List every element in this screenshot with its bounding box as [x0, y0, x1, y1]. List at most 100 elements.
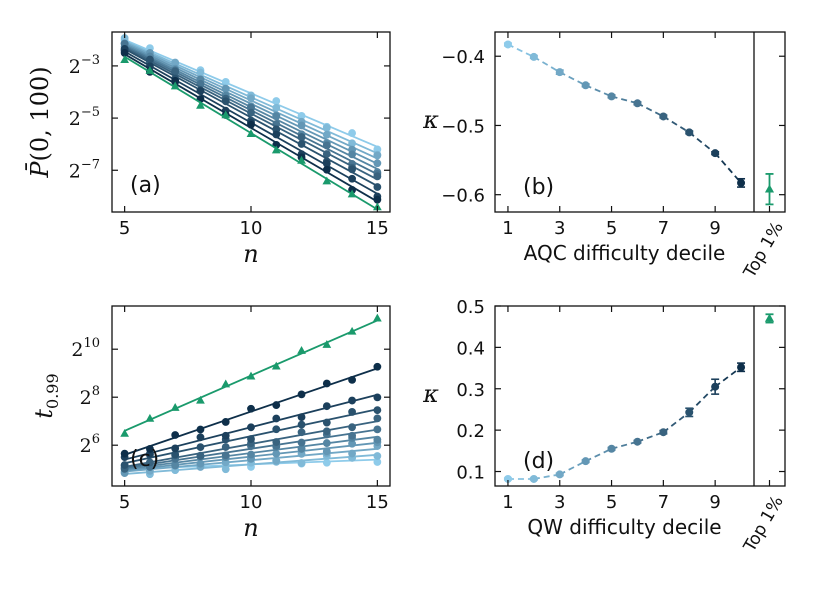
axes-frame — [494, 305, 786, 487]
panel-label: (c) — [130, 447, 159, 472]
trend-segment — [637, 431, 664, 443]
data-point — [145, 66, 155, 74]
panel-c: 5 10 15 26 28 210 (c) n — [71, 305, 391, 542]
x-tick-label: 1 — [502, 218, 513, 239]
data-point — [348, 174, 356, 183]
data-point — [196, 68, 205, 77]
trend-segment — [585, 84, 612, 98]
data-point — [272, 97, 281, 105]
trend-segment — [662, 115, 690, 134]
data-point — [272, 112, 281, 121]
tick-marks — [495, 32, 785, 212]
decile-point-8 — [685, 128, 694, 137]
decile-point-5 — [607, 92, 616, 101]
data-point — [373, 406, 382, 415]
decile-point-10 — [737, 362, 746, 373]
data-point — [171, 450, 180, 459]
data-point — [146, 444, 154, 453]
data-point — [764, 313, 775, 322]
data-point — [297, 155, 306, 164]
data-point — [737, 363, 746, 372]
y-tick-label: 2−7 — [69, 157, 100, 182]
y-tick-label: 26 — [80, 432, 100, 457]
data-point — [120, 428, 130, 437]
data-point — [221, 465, 230, 474]
y-tick-label: 0.1 — [456, 463, 485, 484]
x-tick-label: 9 — [709, 492, 720, 513]
data-point — [196, 459, 205, 468]
data-point — [373, 195, 382, 204]
y-axis-label: t0.99 — [30, 373, 62, 418]
data-point — [221, 431, 230, 440]
data-point — [373, 414, 382, 423]
data-point — [120, 49, 129, 57]
data-point — [297, 121, 306, 130]
data-point — [297, 428, 306, 437]
data-point — [348, 396, 356, 405]
data-point — [322, 447, 331, 456]
data-point — [347, 189, 357, 198]
tick-marks — [112, 32, 390, 212]
data-point — [272, 401, 281, 409]
panel-label: (b) — [523, 175, 554, 200]
trend-segment — [611, 95, 638, 105]
data-point — [221, 78, 230, 86]
y-tick-label: 0.4 — [456, 338, 485, 359]
data-point — [146, 55, 154, 64]
data-point — [373, 172, 382, 181]
x-tick-label: 3 — [554, 218, 565, 239]
data-point — [297, 444, 306, 453]
data-point — [247, 404, 255, 413]
data-point — [633, 99, 642, 108]
data-point — [247, 435, 255, 443]
data-point — [221, 451, 230, 460]
y-tick-label: 210 — [71, 336, 100, 361]
x-tick-label: 1 — [502, 492, 513, 513]
data-point — [221, 379, 231, 388]
data-point — [737, 178, 746, 187]
data-point — [322, 458, 331, 467]
data-point — [297, 438, 306, 447]
data-point — [272, 130, 281, 139]
data-point — [322, 402, 331, 411]
data-point — [196, 425, 205, 434]
data-point — [322, 159, 331, 168]
data-point — [247, 108, 255, 117]
data-point — [322, 176, 332, 185]
data-point — [322, 340, 332, 348]
data-point — [272, 414, 281, 423]
data-point — [348, 150, 356, 159]
data-point — [247, 94, 255, 103]
top-1pct-label: Top 1% — [739, 219, 787, 283]
data-point — [297, 346, 306, 354]
data-point — [297, 390, 306, 399]
panel-label: (d) — [523, 449, 554, 474]
data-point — [171, 58, 180, 67]
data-point — [348, 431, 356, 440]
decile-point-7 — [659, 112, 668, 121]
data-point — [196, 395, 205, 404]
series-top-1pct — [120, 55, 382, 211]
data-point — [272, 438, 281, 446]
data-point — [373, 435, 382, 444]
series-decile-7 — [120, 45, 382, 181]
trend-segment — [533, 473, 560, 480]
trend-segment — [533, 56, 561, 73]
data-point — [171, 431, 180, 439]
top-1pct-label: Top 1% — [739, 493, 787, 557]
y-tick-label: −0.5 — [441, 116, 485, 137]
data-point — [322, 418, 331, 427]
data-point — [373, 452, 382, 460]
decile-point-6 — [633, 437, 642, 446]
decile-point-9 — [711, 378, 720, 395]
series-decile-10 — [120, 362, 382, 458]
decile-point-5 — [607, 444, 616, 453]
data-point — [271, 145, 281, 154]
data-point — [247, 450, 255, 459]
data-point — [221, 84, 230, 93]
top-1pct-point — [764, 173, 775, 206]
trend-segment — [662, 411, 690, 433]
data-point — [659, 112, 668, 121]
panel-b: 1 3 5 7 9 −0.4 −0.5 −0.6 κ (b) AQC difficulty deci… — [422, 31, 788, 283]
y-axis-label: κ — [422, 106, 439, 134]
